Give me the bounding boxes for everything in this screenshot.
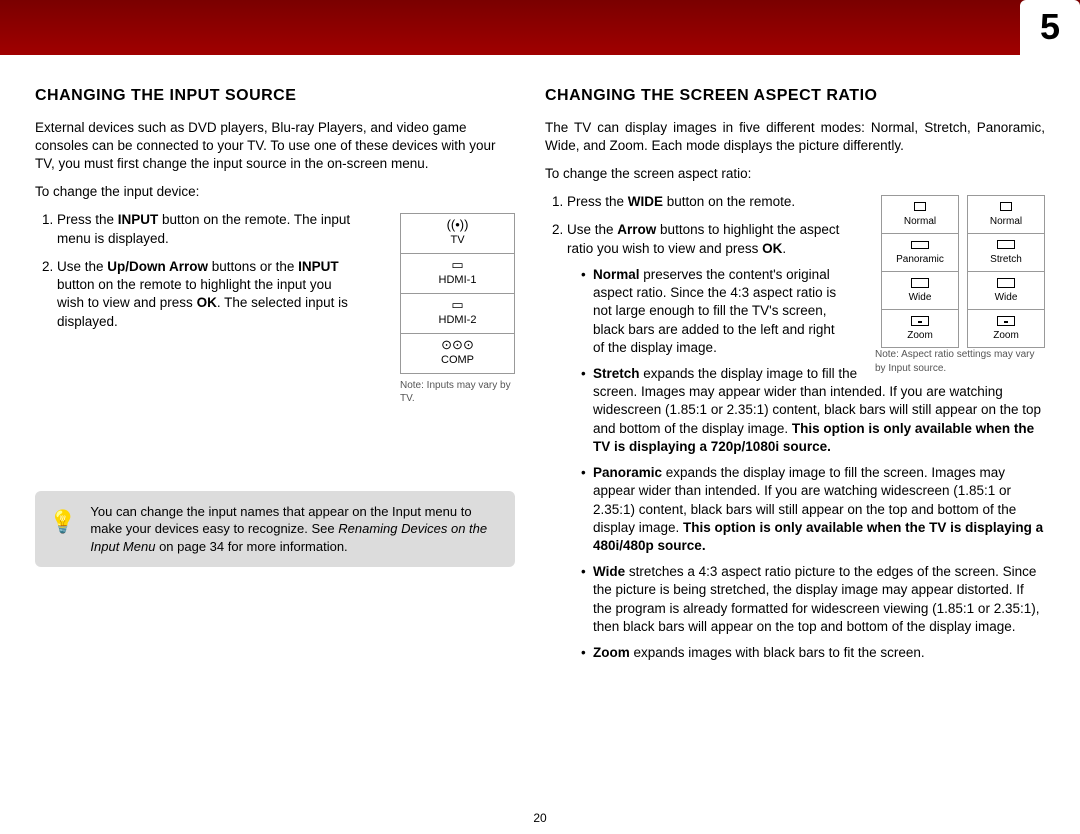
aspect-cell: Zoom	[968, 310, 1044, 347]
chapter-number: 5	[1040, 3, 1060, 52]
input-menu-note: Note: Inputs may vary by TV.	[400, 379, 515, 406]
hdmi-icon: ▭	[401, 298, 514, 311]
bullet-wide: Wide stretches a 4:3 aspect ratio pictur…	[581, 563, 1045, 636]
hdmi-icon: ▭	[401, 258, 514, 271]
aspect-cell: Normal	[882, 196, 958, 234]
right-column: CHANGING THE SCREEN ASPECT RATIO The TV …	[545, 85, 1045, 672]
input-item-hdmi2: ▭ HDMI-2	[401, 294, 514, 334]
aspect-col-a: Normal Panoramic Wide Zoom	[881, 195, 959, 348]
input-label: HDMI-2	[401, 313, 514, 328]
input-item-tv: ((•)) TV	[401, 214, 514, 254]
aspect-col-b: Normal Stretch Wide Zoom	[967, 195, 1045, 348]
input-label: HDMI-1	[401, 273, 514, 288]
lead-input-source: To change the input device:	[35, 183, 515, 201]
step-2: Use the Up/Down Arrow buttons or the INP…	[57, 258, 357, 331]
heading-input-source: CHANGING THE INPUT SOURCE	[35, 85, 515, 107]
tip-box: 💡 You can change the input names that ap…	[35, 491, 515, 568]
aspect-ratio-menus: Normal Panoramic Wide Zoom Normal Stretc…	[881, 195, 1045, 348]
input-menu: ((•)) TV ▭ HDMI-1 ▭ HDMI-2 ⊙⊙⊙ COMP Note…	[400, 213, 515, 405]
lightbulb-icon: 💡	[49, 503, 76, 537]
page-number: 20	[533, 810, 546, 826]
input-item-hdmi1: ▭ HDMI-1	[401, 254, 514, 294]
tip-text: You can change the input names that appe…	[90, 503, 501, 556]
input-item-comp: ⊙⊙⊙ COMP	[401, 334, 514, 373]
bullet-stretch: Stretch expands the display image to fil…	[581, 365, 1045, 456]
lead-aspect-ratio: To change the screen aspect ratio:	[545, 165, 1045, 183]
input-label: COMP	[401, 353, 514, 368]
bullet-panoramic: Panoramic expands the display image to f…	[581, 464, 1045, 555]
component-icon: ⊙⊙⊙	[401, 338, 514, 351]
antenna-icon: ((•))	[401, 218, 514, 231]
input-menu-list: ((•)) TV ▭ HDMI-1 ▭ HDMI-2 ⊙⊙⊙ COMP	[400, 213, 515, 373]
input-label: TV	[401, 233, 514, 248]
bullet-normal: Normal preserves the content's original …	[581, 266, 841, 357]
step-1: Press the WIDE button on the remote.	[567, 193, 847, 211]
header-bar: 5	[0, 0, 1080, 55]
aspect-cell: Normal	[968, 196, 1044, 234]
aspect-cell: Wide	[968, 272, 1044, 310]
aspect-cell: Zoom	[882, 310, 958, 347]
intro-aspect-ratio: The TV can display images in five differ…	[545, 119, 1045, 155]
aspect-cell: Stretch	[968, 234, 1044, 272]
aspect-cell: Wide	[882, 272, 958, 310]
chapter-tab: 5	[1020, 0, 1080, 55]
aspect-cell: Panoramic	[882, 234, 958, 272]
left-column: CHANGING THE INPUT SOURCE External devic…	[35, 85, 515, 672]
page-content: CHANGING THE INPUT SOURCE External devic…	[0, 55, 1080, 672]
heading-aspect-ratio: CHANGING THE SCREEN ASPECT RATIO	[545, 85, 1045, 107]
intro-input-source: External devices such as DVD players, Bl…	[35, 119, 515, 174]
bullet-zoom: Zoom expands images with black bars to f…	[581, 644, 1045, 662]
step-1: Press the INPUT button on the remote. Th…	[57, 211, 357, 247]
